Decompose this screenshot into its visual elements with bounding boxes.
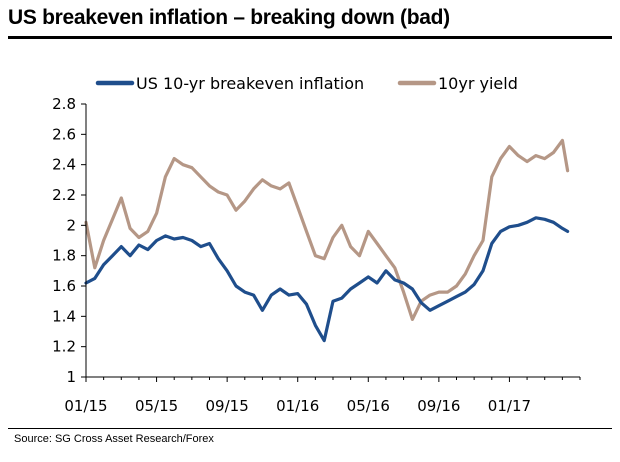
x-tick-label: 01/16	[276, 397, 319, 415]
x-tick-label: 09/15	[206, 397, 249, 415]
source-note: Source: SG Cross Asset Research/Forex	[14, 433, 214, 445]
x-tick-label: 09/16	[417, 397, 460, 415]
x-tick-label: 01/15	[64, 397, 107, 415]
y-tick-label: 2.8	[52, 95, 76, 113]
legend: US 10-yr breakeven inflation 10yr yield	[95, 74, 518, 93]
legend-label: 10yr yield	[438, 74, 518, 93]
y-tick-label: 2.6	[52, 125, 76, 143]
x-tick-label: 01/17	[488, 397, 531, 415]
y-tick-label: 1.6	[52, 277, 76, 295]
x-tick-label: 05/15	[135, 397, 178, 415]
line-chart: US 10-yr breakeven inflation 10yr yield 2…	[52, 74, 581, 415]
y-tick-label: 1	[66, 368, 76, 386]
source-rule	[8, 428, 612, 429]
series-line-yield	[84, 138, 570, 321]
x-tick-label: 05/16	[347, 397, 390, 415]
y-tick-label: 1.8	[52, 247, 76, 265]
y-tick-label: 1.4	[52, 307, 76, 325]
y-tick-label: 2.2	[52, 186, 76, 204]
legend-label: US 10-yr breakeven inflation	[136, 74, 364, 93]
plot-area	[84, 138, 570, 343]
y-tick-label: 2.4	[52, 156, 76, 174]
series-line-breakeven-inflation	[84, 216, 570, 343]
y-tick-label: 2	[66, 216, 76, 234]
title-rule	[8, 36, 612, 39]
axes: 2.8 2.6 2.4 2.2 2 1.8 1.6 1.4 1.2 1 01/15 05/15 09/1…	[52, 95, 581, 415]
y-tick-label: 1.2	[52, 338, 76, 356]
chart-title: US breakeven inflation – breaking down (…	[8, 6, 450, 29]
